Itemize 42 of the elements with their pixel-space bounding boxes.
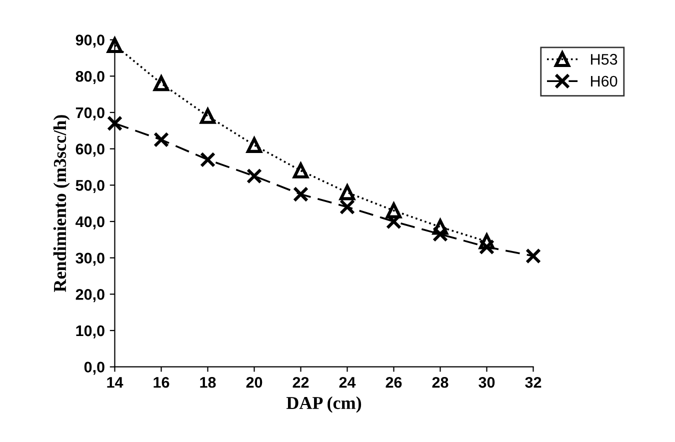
- point: [246, 137, 262, 153]
- x-tick-label: 20: [246, 376, 262, 388]
- y-tick-label: 20,0: [76, 289, 104, 302]
- point: [432, 226, 448, 242]
- point: [153, 132, 170, 148]
- x-tick-label: 26: [386, 376, 402, 388]
- x-tick-label: 32: [525, 376, 542, 388]
- y-tick-label: 0,0: [84, 362, 104, 375]
- y-tick-label: 60,0: [76, 144, 104, 157]
- point: [478, 239, 495, 255]
- point: [432, 219, 448, 235]
- point: [200, 152, 216, 168]
- point: [200, 108, 216, 124]
- point: [339, 199, 356, 215]
- x-tick-label: 16: [154, 376, 170, 388]
- legend-label: H53: [591, 54, 618, 65]
- y-tick-label: 50,0: [76, 180, 104, 194]
- point: [478, 234, 495, 250]
- point: [246, 168, 262, 184]
- point: [292, 186, 309, 202]
- x-tick-label: 30: [478, 376, 495, 388]
- x-axis-title: DAP (cm): [286, 396, 362, 413]
- y-tick-label: 90,0: [76, 34, 104, 48]
- x-tick-label: 22: [292, 376, 309, 388]
- x-tick-label: 24: [339, 376, 356, 388]
- y-tick-label: 40,0: [76, 216, 104, 230]
- x-tick-label: 14: [107, 377, 124, 388]
- legend-label: H60: [591, 76, 618, 87]
- point: [106, 37, 123, 54]
- point: [339, 184, 356, 200]
- point: [292, 162, 309, 178]
- y-tick-label: 70,0: [76, 107, 104, 120]
- point: [525, 248, 542, 264]
- point: [106, 116, 123, 132]
- y-tick-label: 10,0: [76, 325, 104, 338]
- point: [386, 202, 402, 218]
- x-tick-label: 18: [200, 376, 216, 388]
- x-tick-label: 28: [432, 376, 448, 388]
- y-tick-label: 80,0: [76, 70, 104, 84]
- point: [153, 76, 170, 92]
- y-axis-title: Rendimiento (m3scc/h): [53, 115, 70, 292]
- y-tick-label: 30,0: [76, 252, 104, 266]
